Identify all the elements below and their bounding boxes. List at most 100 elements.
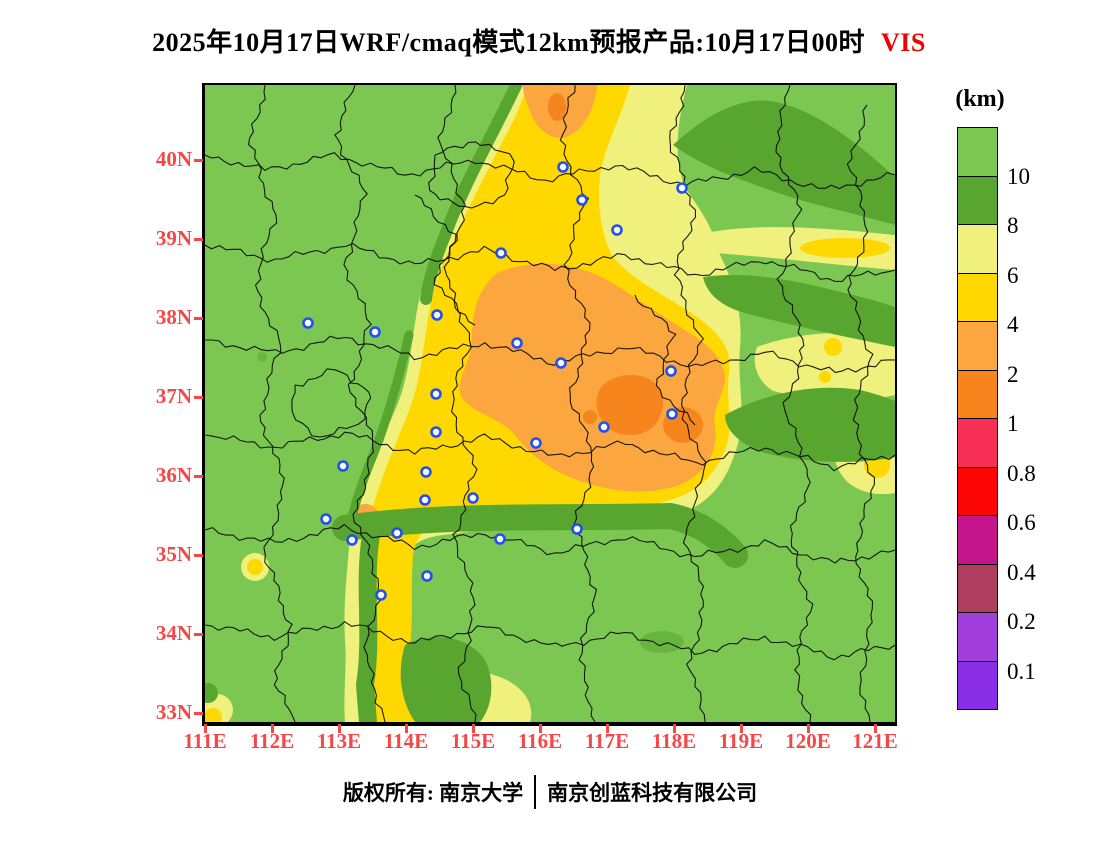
lon-tick-mark bbox=[539, 724, 542, 733]
lon-tick-mark bbox=[204, 724, 207, 733]
city-marker bbox=[320, 513, 332, 525]
legend-color-swatch bbox=[957, 224, 998, 274]
lon-tick-label: 116E bbox=[517, 729, 563, 753]
city-marker bbox=[676, 182, 688, 194]
legend-color-swatch bbox=[957, 660, 998, 710]
city-marker bbox=[576, 194, 588, 206]
legend-tick-value: 0.4 bbox=[1007, 559, 1036, 585]
lon-tick-mark bbox=[472, 724, 475, 733]
boundary-line bbox=[437, 85, 478, 722]
city-marker bbox=[666, 408, 678, 420]
legend-color-swatch bbox=[957, 175, 998, 225]
copyright-footer: 版权所有: 南京大学 南京创蓝科技有限公司 bbox=[0, 772, 1100, 812]
page-title: 2025年10月17日WRF/cmaq模式12km预报产品:10月17日00时 V… bbox=[0, 22, 1078, 59]
lon-tick-mark bbox=[807, 724, 810, 733]
city-marker bbox=[302, 317, 314, 329]
title-text: 2025年10月17日WRF/cmaq模式12km预报产品:10月17日00时 bbox=[152, 28, 865, 57]
legend-tick-value: 0.6 bbox=[1007, 510, 1036, 535]
boundary-line bbox=[775, 85, 814, 722]
legend-tick-value: 0.2 bbox=[1007, 609, 1036, 634]
city-marker bbox=[375, 589, 387, 601]
legend-tick-value: 6 bbox=[1007, 262, 1019, 288]
legend-tick-value: 2 bbox=[1007, 361, 1019, 387]
city-marker bbox=[391, 527, 403, 539]
city-markers bbox=[302, 161, 688, 601]
lat-tick-label: 36N bbox=[155, 463, 192, 487]
legend-tick-value: 0.8 bbox=[1007, 460, 1036, 486]
lon-tick-label: 120E bbox=[785, 729, 831, 753]
city-marker bbox=[430, 426, 442, 438]
city-marker bbox=[346, 534, 358, 546]
legend-color-swatch bbox=[957, 418, 998, 468]
lon-tick-mark bbox=[673, 724, 676, 733]
city-marker bbox=[337, 460, 349, 472]
lat-tick-mark bbox=[194, 475, 203, 478]
city-marker bbox=[494, 533, 506, 545]
contour-dark-green-layer bbox=[205, 100, 895, 722]
footer-divider bbox=[534, 775, 537, 809]
city-marker bbox=[467, 492, 479, 504]
lon-tick-label: 111E bbox=[183, 729, 227, 753]
legend-color-swatch bbox=[957, 612, 998, 662]
legend-tick-value: 8 bbox=[1007, 213, 1019, 238]
lat-tick-mark bbox=[194, 396, 203, 399]
boundary-line bbox=[205, 621, 895, 661]
legend-color-swatch bbox=[957, 369, 998, 419]
city-marker bbox=[431, 309, 443, 321]
boundary-line bbox=[205, 243, 895, 283]
forecast-map bbox=[202, 83, 897, 726]
legend-color-swatch bbox=[957, 515, 998, 565]
lon-tick-label: 118E bbox=[651, 729, 697, 753]
lat-tick-label: 35N bbox=[155, 542, 192, 566]
lon-tick-label: 112E bbox=[249, 729, 295, 753]
lon-tick-label: 121E bbox=[852, 729, 898, 753]
city-marker bbox=[430, 388, 442, 400]
city-marker bbox=[369, 326, 381, 338]
city-marker bbox=[511, 337, 523, 349]
legend-colorbar bbox=[957, 127, 998, 710]
lat-tick-label: 34N bbox=[155, 621, 192, 645]
lon-tick-mark bbox=[874, 724, 877, 733]
city-marker bbox=[419, 494, 431, 506]
boundary-line bbox=[205, 431, 895, 472]
lat-tick-mark bbox=[194, 159, 203, 162]
lon-tick-label: 119E bbox=[718, 729, 764, 753]
lat-tick-mark bbox=[194, 554, 203, 557]
lon-tick-mark bbox=[338, 724, 341, 733]
legend-color-swatch bbox=[957, 563, 998, 613]
lon-tick-mark bbox=[405, 724, 408, 733]
legend-color-swatch bbox=[957, 272, 998, 322]
legend-tick-value: 10 bbox=[1007, 163, 1030, 189]
lat-tick-label: 33N bbox=[155, 700, 192, 724]
city-marker bbox=[598, 421, 610, 433]
lat-tick-mark bbox=[194, 238, 203, 241]
lon-tick-label: 114E bbox=[383, 729, 429, 753]
city-marker bbox=[557, 161, 569, 173]
boundary-line bbox=[414, 194, 476, 326]
city-marker bbox=[571, 523, 583, 535]
lat-tick-label: 39N bbox=[155, 226, 192, 250]
city-marker bbox=[421, 570, 433, 582]
lat-tick-label: 37N bbox=[155, 384, 192, 408]
boundary-line bbox=[205, 335, 895, 373]
variable-tag: VIS bbox=[880, 28, 926, 57]
city-marker bbox=[555, 357, 567, 369]
legend-tick-value: 1 bbox=[1007, 411, 1019, 436]
legend-tick-value: 4 bbox=[1007, 312, 1019, 337]
city-marker bbox=[530, 437, 542, 449]
city-marker bbox=[495, 247, 507, 259]
lat-tick-label: 38N bbox=[155, 305, 192, 329]
forecast-map-canvas bbox=[205, 85, 895, 722]
lon-tick-label: 115E bbox=[450, 729, 496, 753]
legend-color-swatch bbox=[957, 127, 998, 177]
boundary-line bbox=[428, 141, 515, 209]
legend-color-swatch bbox=[957, 321, 998, 371]
city-marker bbox=[611, 224, 623, 236]
legend-color-swatch bbox=[957, 466, 998, 516]
boundary-line bbox=[334, 85, 386, 722]
boundary-line bbox=[205, 152, 895, 190]
boundary-line bbox=[634, 294, 696, 426]
boundary-line bbox=[205, 523, 895, 564]
copyright-owner: 版权所有: 南京大学 bbox=[342, 781, 524, 805]
